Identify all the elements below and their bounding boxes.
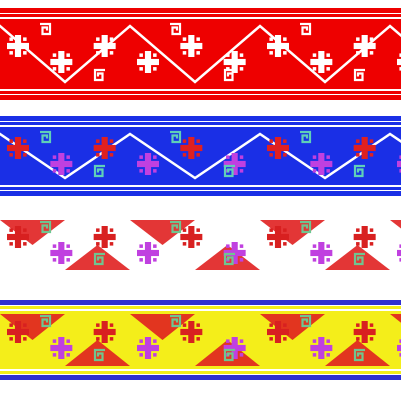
fret-motif [353,348,365,362]
fret-motif [223,252,235,266]
cross-motif [353,321,376,343]
band-border-top [0,300,401,305]
cross-motif [137,337,159,359]
cross-motif [7,35,29,57]
fret-motif [40,22,52,36]
cross-motif [50,51,73,73]
white-band [0,212,401,278]
fret-motif [300,314,312,328]
fret-motif [93,164,105,178]
cross-motif [267,35,289,57]
band-border-bottom [0,191,401,196]
fret-motif [93,68,105,82]
fret-motif [93,348,105,362]
cross-motif [397,53,401,71]
cross-motif [267,226,289,248]
fret-motif [223,68,235,82]
cross-motif [353,35,376,57]
fret-motif [170,220,182,234]
cross-motif [137,242,159,264]
cross-motif [50,337,73,359]
cross-motif [7,137,29,159]
cross-motif [93,321,116,343]
fret-motif [353,68,365,82]
cross-motif [397,155,401,173]
fret-motif [170,130,182,144]
cross-motif [180,137,203,159]
fret-motif [170,314,182,328]
cross-motif [7,321,29,343]
fret-motif [93,252,105,266]
band-border-top [0,8,401,13]
band-border-bottom [0,95,401,100]
cross-motif [93,137,116,159]
red-band [0,8,401,100]
cross-motif [310,242,333,264]
fret-motif [300,22,312,36]
fret-motif [223,348,235,362]
triangle-accent [130,220,195,245]
cross-motif [223,51,246,73]
cross-motif [50,153,73,175]
band-inner-line-top [0,125,401,127]
blue-band [0,116,401,196]
cross-motif [50,242,73,264]
fret-motif [300,130,312,144]
cross-motif [353,137,376,159]
triangle-accent [390,220,401,229]
fret-motif [40,220,52,234]
cross-motif [180,321,203,343]
fret-motif [300,220,312,234]
triangle-accent [260,314,325,340]
band-inner-line-bottom [0,185,401,187]
cross-motif [397,244,401,262]
cross-motif [310,51,333,73]
cross-motif [93,226,116,248]
fret-motif [40,314,52,328]
cross-motif [93,35,116,57]
band-inner-line-top [0,309,401,311]
band-inner-line-bottom [0,369,401,371]
cross-motif [137,153,159,175]
cross-motif [180,226,203,248]
cross-motif [267,137,289,159]
band-border-top [0,116,401,121]
cross-motif [180,35,203,57]
triangle-accent [0,314,65,340]
triangle-accent [130,314,195,340]
fret-motif [353,252,365,266]
cross-motif [310,153,333,175]
cross-motif [7,226,29,248]
band-inner-line-top [0,17,401,19]
cross-motif [267,321,289,343]
cross-motif [353,226,376,248]
yellow-band [0,300,401,380]
fret-motif [223,164,235,178]
band-border-bottom [0,375,401,380]
fret-motif [353,164,365,178]
band-inner-line-bottom [0,89,401,91]
fret-motif [40,130,52,144]
triangle-accent [390,314,401,323]
cross-motif [310,337,333,359]
cross-motif [397,339,401,357]
cross-motif [137,51,159,73]
fret-motif [170,22,182,36]
